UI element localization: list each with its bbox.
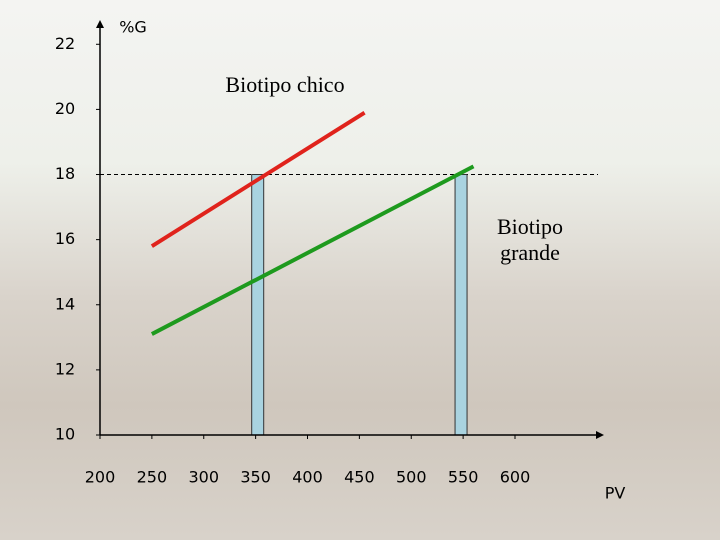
y-tick-label: 18 (55, 164, 75, 183)
y-tick-label: 20 (55, 99, 75, 118)
y-tick-label: 14 (55, 294, 75, 313)
y-tick-label: 12 (55, 359, 75, 378)
x-tick-label: 200 (85, 468, 116, 487)
y-tick-label: 10 (55, 425, 75, 444)
bar (454, 174, 468, 436)
x-tick-label: 600 (500, 468, 531, 487)
series-line (150, 110, 366, 248)
y-axis-label: %G (119, 18, 147, 37)
x-tick-label: 500 (396, 468, 427, 487)
series-label: Biotipo chico (225, 72, 345, 97)
x-axis-label: PV (605, 484, 626, 503)
x-tick-label: 350 (240, 468, 271, 487)
series-label: Biotipo grande (496, 214, 563, 266)
series-line (150, 164, 475, 336)
y-tick-label: 22 (55, 34, 75, 53)
x-tick-label: 450 (344, 468, 375, 487)
x-tick-label: 550 (448, 468, 479, 487)
y-tick-label: 16 (55, 229, 75, 248)
bar (251, 174, 265, 436)
x-tick-label: 250 (137, 468, 168, 487)
x-axis-arrow (596, 431, 604, 439)
x-tick-label: 300 (188, 468, 219, 487)
y-axis-arrow (96, 20, 104, 28)
x-tick-label: 400 (292, 468, 323, 487)
